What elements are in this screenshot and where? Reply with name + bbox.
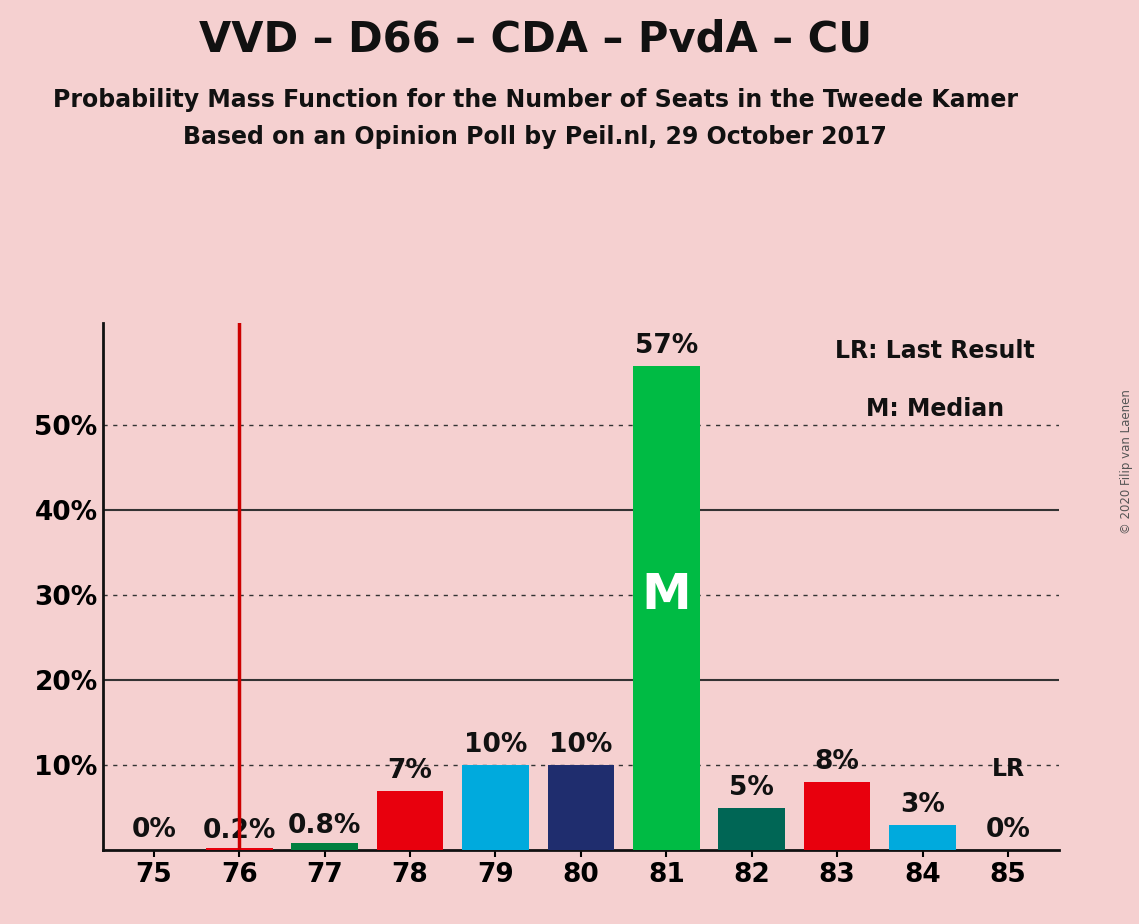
Text: © 2020 Filip van Laenen: © 2020 Filip van Laenen [1121,390,1133,534]
Text: 5%: 5% [729,775,775,801]
Bar [804,782,870,850]
Text: Based on an Opinion Poll by Peil.nl, 29 October 2017: Based on an Opinion Poll by Peil.nl, 29 … [183,125,887,149]
Text: 3%: 3% [900,792,945,818]
Text: 57%: 57% [634,333,698,359]
Bar [633,366,699,850]
Text: 8%: 8% [814,749,860,775]
Bar [206,848,272,850]
Bar [890,824,956,850]
Text: 0%: 0% [131,818,177,844]
Text: 0%: 0% [985,818,1031,844]
Text: VVD – D66 – CDA – PvdA – CU: VVD – D66 – CDA – PvdA – CU [199,18,871,60]
Bar [292,844,358,850]
Bar [548,765,614,850]
Text: LR: Last Result: LR: Last Result [835,339,1034,363]
Text: 10%: 10% [464,733,527,759]
Text: 0.2%: 0.2% [203,818,276,845]
Text: 10%: 10% [549,733,613,759]
Bar [377,791,443,850]
Text: Probability Mass Function for the Number of Seats in the Tweede Kamer: Probability Mass Function for the Number… [52,88,1018,112]
Text: 7%: 7% [387,758,433,784]
Text: M: M [641,571,691,619]
Bar [462,765,528,850]
Text: M: Median: M: Median [866,397,1003,421]
Bar [719,808,785,850]
Text: 0.8%: 0.8% [288,813,361,839]
Text: LR: LR [991,758,1025,782]
